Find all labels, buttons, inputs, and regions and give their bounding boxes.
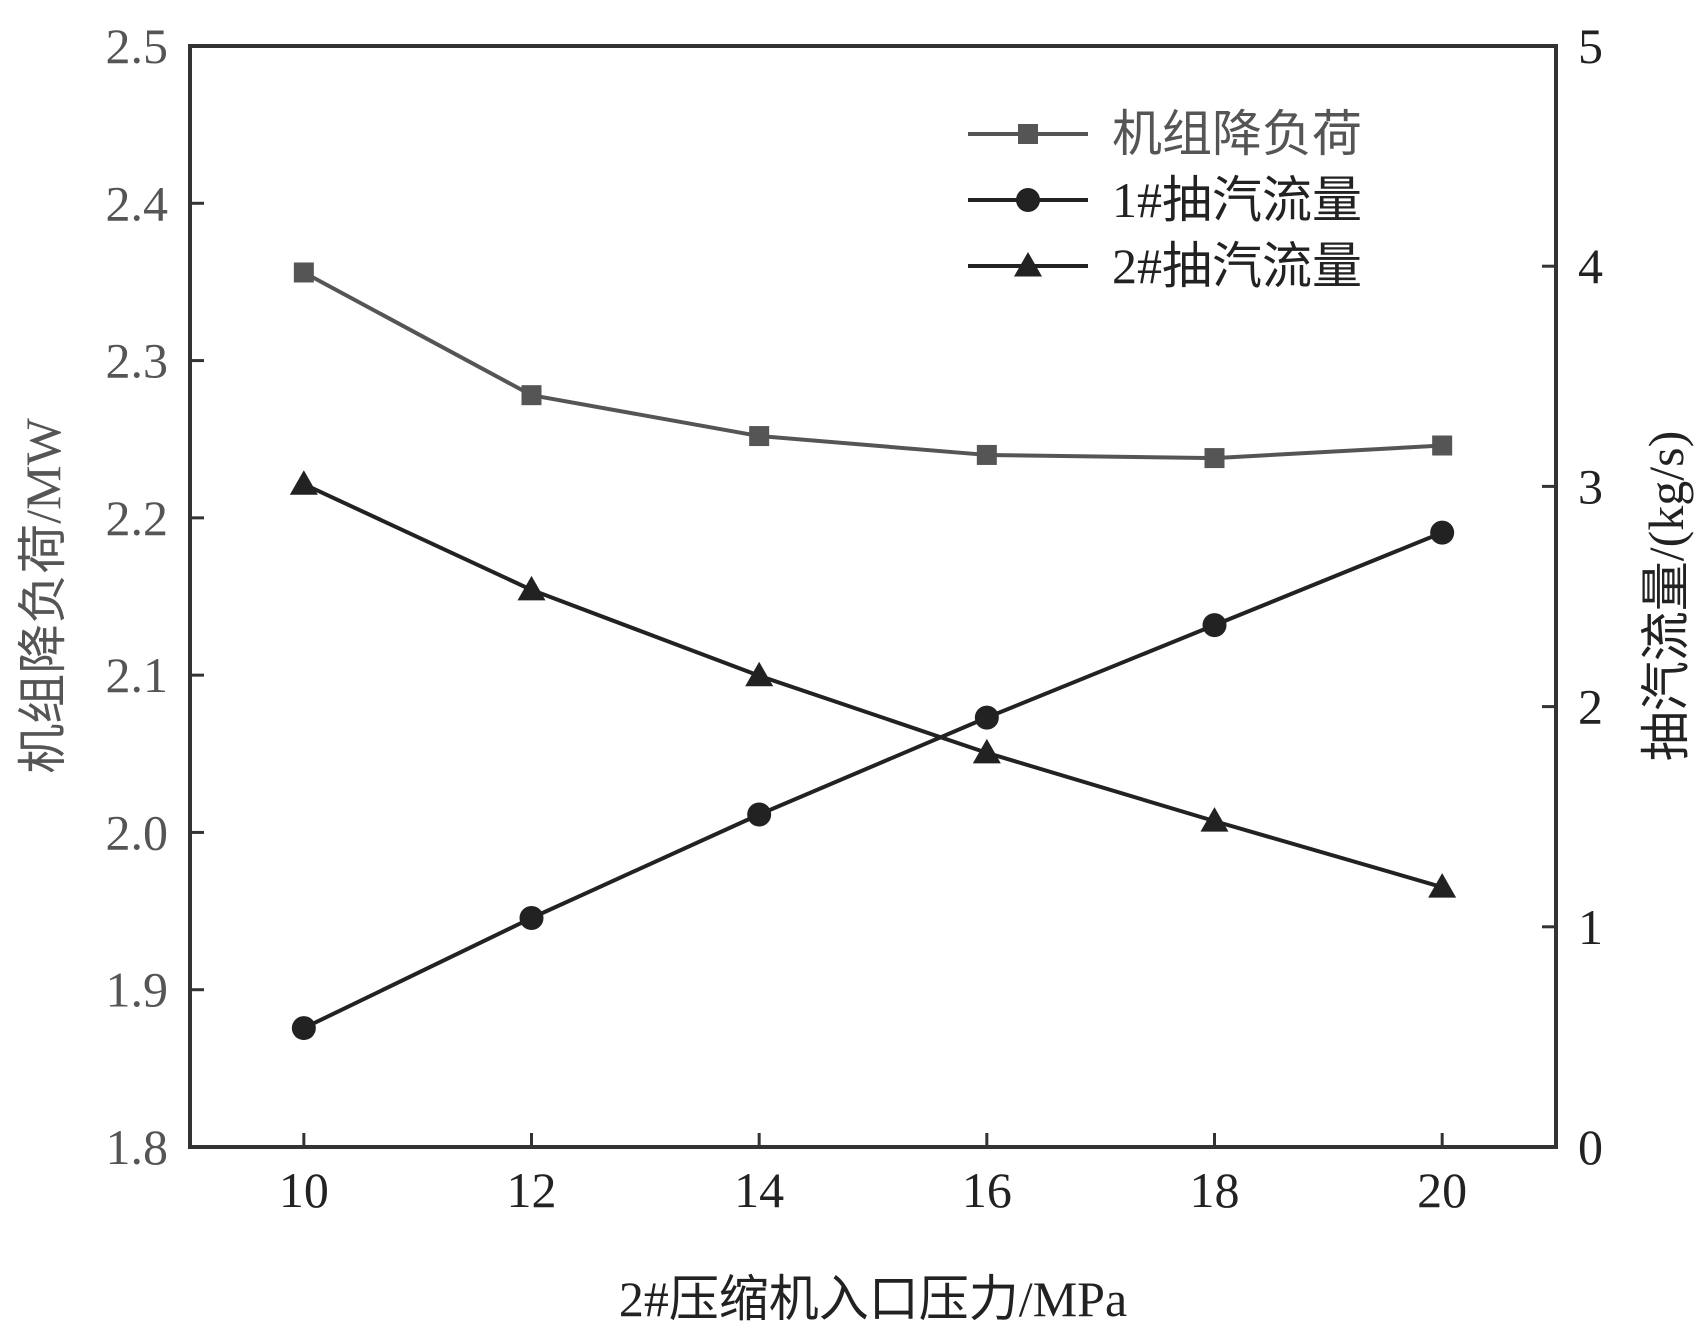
series-1 xyxy=(293,262,1453,469)
y-right-tick-label: 0 xyxy=(1578,1119,1603,1175)
y-left-tick-label: 2.2 xyxy=(106,490,169,546)
ticks-layer: 10 12 14 16 18 201.81.92.02.12.22.32.42.50123… xyxy=(106,18,1604,1218)
y-left-tick-label: 2.3 xyxy=(106,333,169,389)
series-line-circle xyxy=(302,530,1443,1030)
data-point-square xyxy=(521,385,542,406)
data-point-circle xyxy=(747,802,772,827)
data-point-triangle xyxy=(517,575,546,601)
series-line-square xyxy=(302,270,1443,461)
series-line-triangle xyxy=(302,482,1443,890)
data-point-square xyxy=(1432,435,1453,456)
legend-item: 2#抽汽流量 xyxy=(968,238,1362,294)
legend-item: 机组降负荷 xyxy=(968,106,1362,162)
y-right-tick-label: 5 xyxy=(1578,18,1603,74)
data-point-square xyxy=(293,262,314,283)
y-left-axis-title: 机组降负荷/MW xyxy=(15,417,71,773)
data-point-square xyxy=(1204,448,1225,469)
x-tick-label: 18 xyxy=(1190,1162,1240,1218)
legend-label: 2#抽汽流量 xyxy=(1112,238,1362,294)
y-left-tick-label: 2.0 xyxy=(106,804,169,860)
x-tick-label: 10 xyxy=(279,1162,329,1218)
legend-item: 1#抽汽流量 xyxy=(968,172,1362,228)
data-point-circle xyxy=(1202,613,1227,638)
data-point-circle xyxy=(519,905,544,930)
series-layer xyxy=(289,262,1457,1041)
y-right-tick-label: 2 xyxy=(1578,679,1603,735)
data-point-triangle xyxy=(745,661,774,687)
data-point-triangle xyxy=(972,738,1001,764)
data-point-square xyxy=(976,444,997,465)
x-tick-label: 20 xyxy=(1417,1162,1467,1218)
series-3 xyxy=(289,470,1457,898)
y-left-tick-label: 2.5 xyxy=(106,18,169,74)
y-left-tick-label: 1.8 xyxy=(106,1119,169,1175)
y-right-tick-label: 3 xyxy=(1578,458,1603,514)
data-point-square xyxy=(749,426,770,447)
x-tick-label: 12 xyxy=(507,1162,557,1218)
legend-label: 机组降负荷 xyxy=(1112,106,1362,162)
x-axis-title: 2#压缩机入口压力/MPa xyxy=(619,1271,1127,1327)
y-right-tick-label: 4 xyxy=(1578,238,1603,294)
data-point-triangle xyxy=(1428,873,1457,898)
y-left-tick-label: 2.1 xyxy=(106,647,169,703)
series-2 xyxy=(291,520,1455,1041)
data-point-circle xyxy=(1430,520,1455,545)
data-point-triangle xyxy=(1200,807,1229,832)
x-tick-label: 16 xyxy=(962,1162,1012,1218)
data-point-triangle xyxy=(289,470,318,495)
data-point-circle xyxy=(974,705,999,730)
y-left-tick-label: 2.4 xyxy=(106,175,169,231)
x-tick-label: 14 xyxy=(734,1162,784,1218)
y-left-tick-label: 1.9 xyxy=(106,962,169,1018)
y-right-axis-title: 抽汽流量/(kg/s) xyxy=(1638,431,1694,762)
legend-label: 1#抽汽流量 xyxy=(1112,172,1362,228)
data-point-circle xyxy=(291,1016,316,1041)
y-right-tick-label: 1 xyxy=(1578,899,1603,955)
legend-swatch-marker xyxy=(1014,252,1042,277)
plot-frame xyxy=(188,44,1558,1149)
legend-swatch-marker xyxy=(1018,124,1038,144)
legend: 机组降负荷 1#抽汽流量 2#抽汽流量 xyxy=(968,106,1362,294)
legend-swatch-marker xyxy=(1016,188,1040,212)
